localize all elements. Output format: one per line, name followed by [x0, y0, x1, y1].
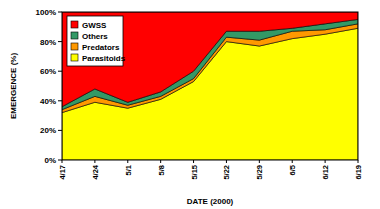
y-tick-label: 100% [36, 8, 56, 17]
y-axis-title: EMERGENCE (%) [9, 53, 18, 120]
x-tick [160, 160, 161, 163]
y-tick [58, 100, 62, 101]
y-tick-label: 40% [40, 97, 56, 106]
x-tick [62, 160, 63, 163]
legend-swatch [71, 32, 78, 39]
x-tick-label: 5/15 [190, 165, 199, 180]
x-tick-label: 4/17 [58, 165, 67, 180]
y-tick [58, 41, 62, 42]
area-series [62, 12, 358, 107]
legend-swatch [71, 21, 78, 28]
legend-label: Predators [82, 43, 120, 52]
legend-label: GWSS [82, 21, 107, 30]
y-tick [58, 130, 62, 131]
chart-svg: 0% 20% 40% 60% 80% 100% 4/17 4/24 5/1 5/8 5/15 5/22… [0, 0, 380, 209]
x-tick [226, 160, 227, 163]
y-tick-label: 20% [40, 126, 56, 135]
x-tick [292, 160, 293, 163]
y-tick-label: 80% [40, 38, 56, 47]
x-axis-title: DATE (2000) [187, 197, 234, 206]
x-tick [94, 160, 95, 163]
areas [62, 12, 358, 160]
x-tick-label: 4/24 [91, 164, 100, 179]
y-tick-label: 0% [44, 156, 56, 165]
y-tick [58, 12, 62, 13]
x-tick [193, 160, 194, 163]
x-tick-label: 5/1 [124, 165, 133, 175]
x-tick [259, 160, 260, 163]
y-tick [58, 160, 62, 161]
y-tick [58, 71, 62, 72]
legend-swatch [71, 54, 78, 61]
legend: GWSS Others Predators Parasitoids [67, 16, 126, 66]
x-tick [127, 160, 128, 163]
x-tick-label: 6/5 [288, 165, 297, 175]
x-tick-label: 6/19 [354, 165, 363, 180]
legend-swatch [71, 43, 78, 50]
plot-frame [62, 12, 358, 160]
x-tick-label: 5/8 [157, 165, 166, 175]
legend-label: Parasitoids [82, 54, 126, 63]
x-tick-label: 5/22 [222, 165, 231, 180]
x-tick-label: 6/12 [321, 165, 330, 180]
x-tick [358, 160, 359, 163]
x-tick [325, 160, 326, 163]
legend-label: Others [82, 32, 108, 41]
x-tick-label: 5/29 [255, 165, 264, 180]
y-tick-label: 60% [40, 67, 56, 76]
chart-container: 0% 20% 40% 60% 80% 100% 4/17 4/24 5/1 5/8 5/15 5/22… [0, 0, 380, 209]
plot-area [62, 12, 358, 160]
